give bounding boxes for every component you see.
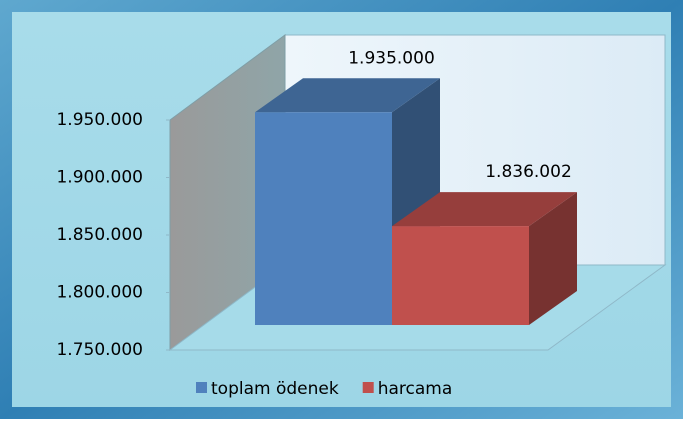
- data-label: 1.935.000: [348, 48, 435, 68]
- legend-label: harcama: [378, 379, 453, 399]
- bar-top: [255, 78, 440, 113]
- y-tick-label: 1.800.000: [56, 283, 143, 303]
- y-tick-label: 1.950.000: [56, 110, 143, 130]
- bar: [392, 226, 529, 325]
- bar: [255, 112, 392, 325]
- y-tick-label: 1.850.000: [56, 225, 143, 245]
- data-label: 1.836.002: [485, 162, 572, 182]
- legend-swatch: [196, 382, 207, 393]
- y-tick-label: 1.900.000: [56, 168, 143, 188]
- legend-swatch: [362, 382, 374, 393]
- y-tick-label: 1.750.000: [56, 340, 143, 360]
- legend-label: toplam ödenek: [211, 379, 339, 399]
- bar-side: [529, 192, 577, 325]
- bar-top: [392, 192, 577, 227]
